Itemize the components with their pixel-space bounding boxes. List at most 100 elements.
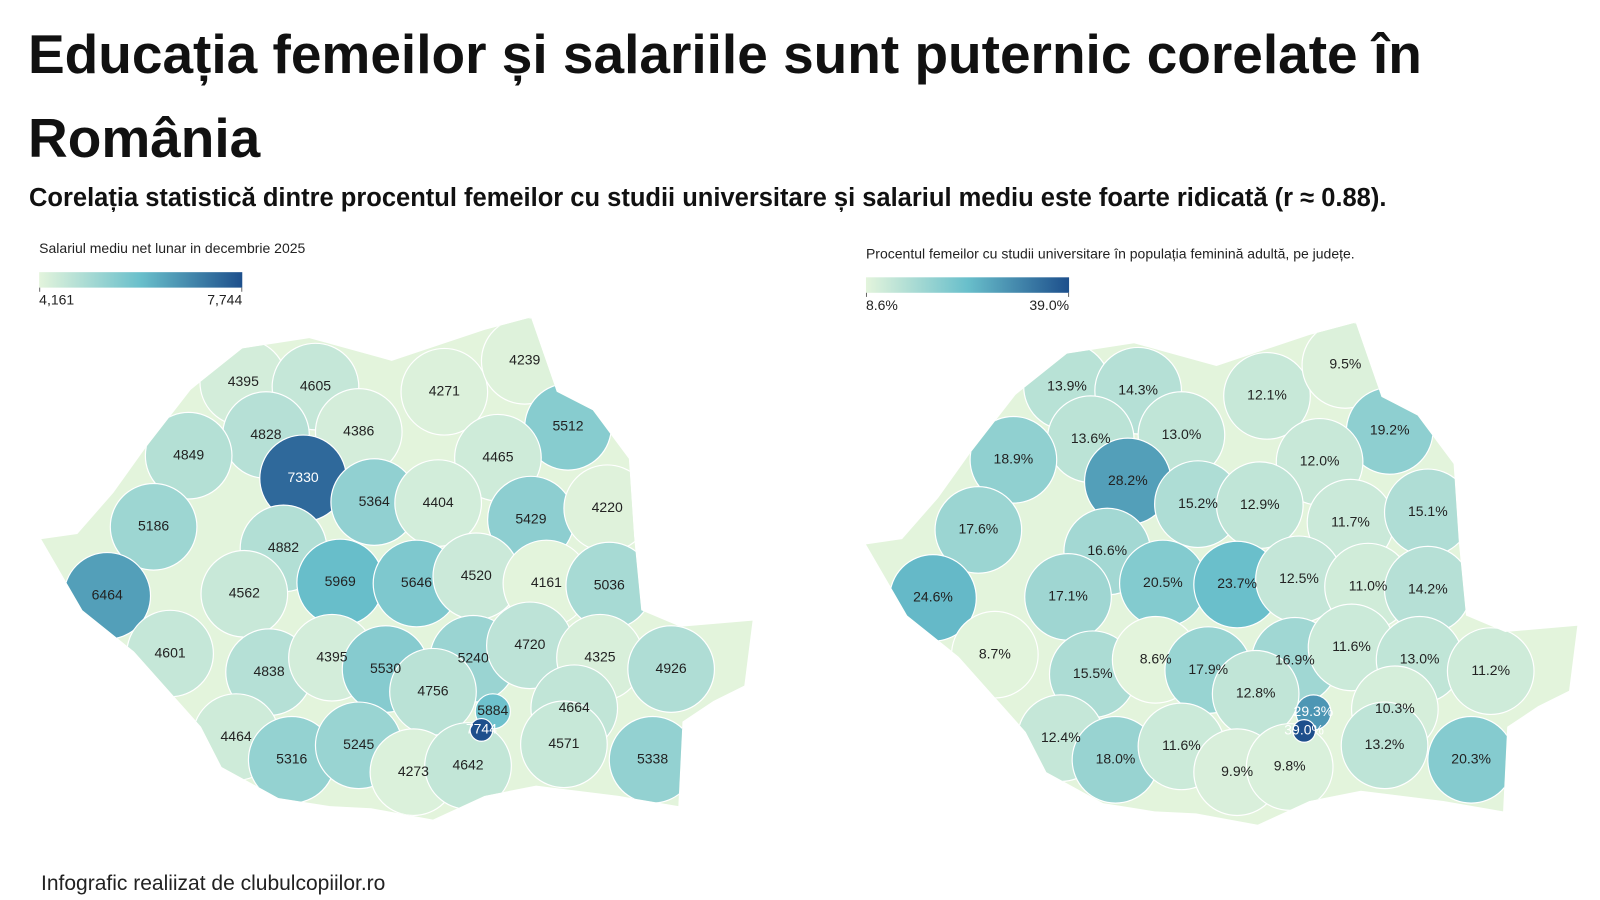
county-label: 4325 — [584, 648, 615, 664]
county-label: 5530 — [370, 660, 401, 676]
county-label: 4161 — [531, 574, 562, 590]
county-label: 4271 — [429, 382, 460, 398]
county-label: 5364 — [359, 493, 390, 509]
county — [1446, 627, 1535, 716]
county-label: 4571 — [548, 735, 579, 751]
county-label: 4926 — [656, 660, 687, 676]
county-label: 18.9% — [994, 450, 1034, 466]
county-label: 5512 — [552, 418, 583, 434]
county-label: 17.6% — [958, 521, 998, 537]
county-label: 5240 — [458, 649, 489, 665]
county — [469, 717, 494, 742]
county-label: 12.4% — [1041, 729, 1081, 745]
legend-gradient — [865, 277, 1070, 293]
county-label: 14.3% — [1118, 381, 1158, 397]
county-label: 5429 — [515, 510, 546, 526]
legend-max-label: 39.0% — [1029, 297, 1069, 313]
legend-min-label: 8.6% — [866, 297, 898, 313]
subtitle: Corelația statistică dintre procentul fe… — [29, 184, 1387, 212]
county-label: 13.6% — [1071, 430, 1111, 446]
county-label: 9.9% — [1221, 763, 1253, 779]
regions — [63, 317, 716, 817]
county-label: 4605 — [300, 377, 331, 393]
county-label: 4838 — [253, 663, 284, 679]
county-label: 14.2% — [1408, 580, 1448, 596]
county — [934, 485, 1023, 574]
county-label: 15.1% — [1408, 503, 1448, 519]
legend-title: Procentul femeilor cu studii universitar… — [866, 245, 1355, 261]
county-label: 5186 — [138, 518, 169, 534]
county-label: 12.0% — [1300, 453, 1340, 469]
county — [144, 411, 233, 500]
county — [1292, 718, 1317, 743]
county-label: 11.6% — [1162, 737, 1201, 753]
county-label: 13.9% — [1047, 377, 1087, 393]
county-label: 12.8% — [1236, 685, 1276, 701]
county-label: 4464 — [221, 728, 252, 744]
county-label: 5338 — [637, 750, 668, 766]
county-label: 4465 — [482, 448, 513, 464]
county-label: 4664 — [559, 699, 590, 715]
county-label: 5036 — [594, 576, 625, 592]
regions — [889, 322, 1535, 817]
county-label: 4882 — [268, 539, 299, 555]
county-label: 12.5% — [1279, 570, 1319, 586]
county-label: 11.2% — [1471, 662, 1510, 678]
county-label: 4642 — [452, 757, 483, 773]
county-label: 11.7% — [1331, 513, 1370, 529]
county-label: 15.2% — [1178, 495, 1218, 511]
county-label: 4404 — [423, 494, 454, 510]
county-label: 5245 — [343, 736, 374, 752]
county-label: 4562 — [229, 585, 260, 601]
legend-min-label: 4,161 — [39, 292, 74, 308]
county-label: 13.0% — [1162, 426, 1202, 442]
county-label: 6464 — [92, 587, 123, 603]
county-label: 9.8% — [1274, 758, 1306, 774]
county-label: 4273 — [398, 763, 429, 779]
footer: Infografic realiizat de clubulcopiilor.r… — [41, 872, 386, 895]
county — [400, 347, 489, 436]
county-label: 4756 — [417, 682, 448, 698]
county-label: 23.7% — [1217, 575, 1257, 591]
county-label: 20.5% — [1143, 574, 1183, 590]
county-label: 17.9% — [1188, 661, 1228, 677]
choropleth-map: Procentul femeilor cu studii universitar… — [865, 245, 1578, 825]
county-label: 29.3% — [1294, 703, 1334, 719]
county — [1223, 351, 1311, 440]
county-label: 8.7% — [979, 645, 1011, 661]
county-label: 4601 — [155, 644, 186, 660]
county-label: 5646 — [401, 574, 432, 590]
county-label: 10.3% — [1375, 700, 1415, 716]
county-label: 15.5% — [1073, 665, 1113, 681]
county-label: 12.9% — [1240, 496, 1280, 512]
choropleth-map: Salariul mediu net lunar in decembrie 20… — [39, 240, 753, 820]
county-label: 12.1% — [1247, 387, 1287, 403]
county — [627, 625, 716, 713]
legend-title: Salariul mediu net lunar in decembrie 20… — [39, 240, 305, 256]
county-label: 4395 — [228, 373, 259, 389]
county-label: 5969 — [325, 573, 356, 589]
county-label: 18.0% — [1096, 750, 1136, 766]
county-label: 5316 — [276, 750, 307, 766]
county-label: 20.3% — [1451, 750, 1491, 766]
county-label: 24.6% — [913, 589, 953, 605]
county-label: 4220 — [592, 499, 623, 515]
county-label: 11.0% — [1349, 577, 1388, 593]
county — [520, 700, 608, 789]
county-label: 9.5% — [1329, 356, 1361, 372]
county-label: 7744 — [466, 721, 497, 737]
county-label: 4386 — [343, 423, 374, 439]
county-label: 4239 — [509, 352, 540, 368]
county-label: 4720 — [514, 636, 545, 652]
county-label: 4849 — [173, 446, 204, 462]
county-label: 11.6% — [1332, 638, 1371, 654]
county-label: 39.0% — [1284, 722, 1324, 738]
county-label: 13.0% — [1400, 650, 1440, 666]
county-label: 19.2% — [1370, 422, 1410, 438]
county-label: 16.6% — [1087, 542, 1127, 558]
county-label: 16.9% — [1275, 652, 1315, 668]
county-label: 5884 — [477, 702, 508, 718]
legend-gradient — [39, 272, 243, 288]
